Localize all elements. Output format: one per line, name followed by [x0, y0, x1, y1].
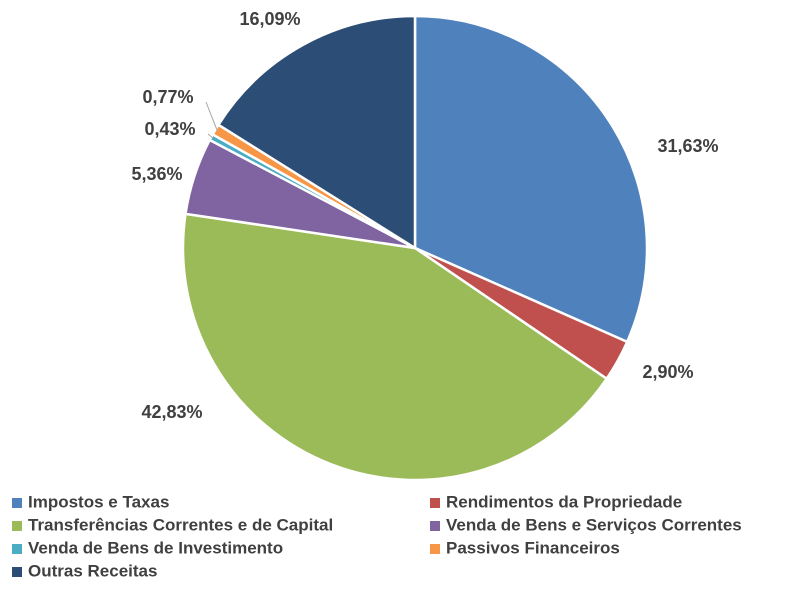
legend-label: Impostos e Taxas	[28, 492, 169, 511]
legend-swatch	[12, 498, 22, 508]
legend-swatch	[12, 567, 22, 577]
leader-line	[207, 133, 214, 139]
legend-label: Passivos Financeiros	[446, 538, 620, 557]
pie-slice	[216, 14, 417, 251]
value-label: 42,83%	[141, 402, 202, 422]
legend-swatch	[430, 544, 440, 554]
value-label: 31,63%	[657, 136, 718, 156]
value-label: 0,77%	[142, 87, 193, 107]
value-label: 16,09%	[239, 9, 300, 29]
legend-label: Rendimentos da Propriedade	[446, 492, 682, 511]
legend-swatch	[12, 544, 22, 554]
value-label: 5,36%	[131, 164, 182, 184]
legend-label: Transferências Correntes e de Capital	[28, 515, 333, 534]
leader-line	[205, 101, 218, 131]
value-label: 0,43%	[144, 119, 195, 139]
legend-label: Venda de Bens e Serviços Correntes	[446, 515, 742, 534]
legend-label: Venda de Bens de Investimento	[28, 538, 283, 557]
pie-slice	[413, 14, 649, 344]
legend-swatch	[430, 521, 440, 531]
legend-swatch	[430, 498, 440, 508]
legend-swatch	[12, 521, 22, 531]
value-label: 2,90%	[642, 362, 693, 382]
legend-label: Outras Receitas	[28, 561, 157, 580]
pie-slice	[181, 212, 609, 482]
